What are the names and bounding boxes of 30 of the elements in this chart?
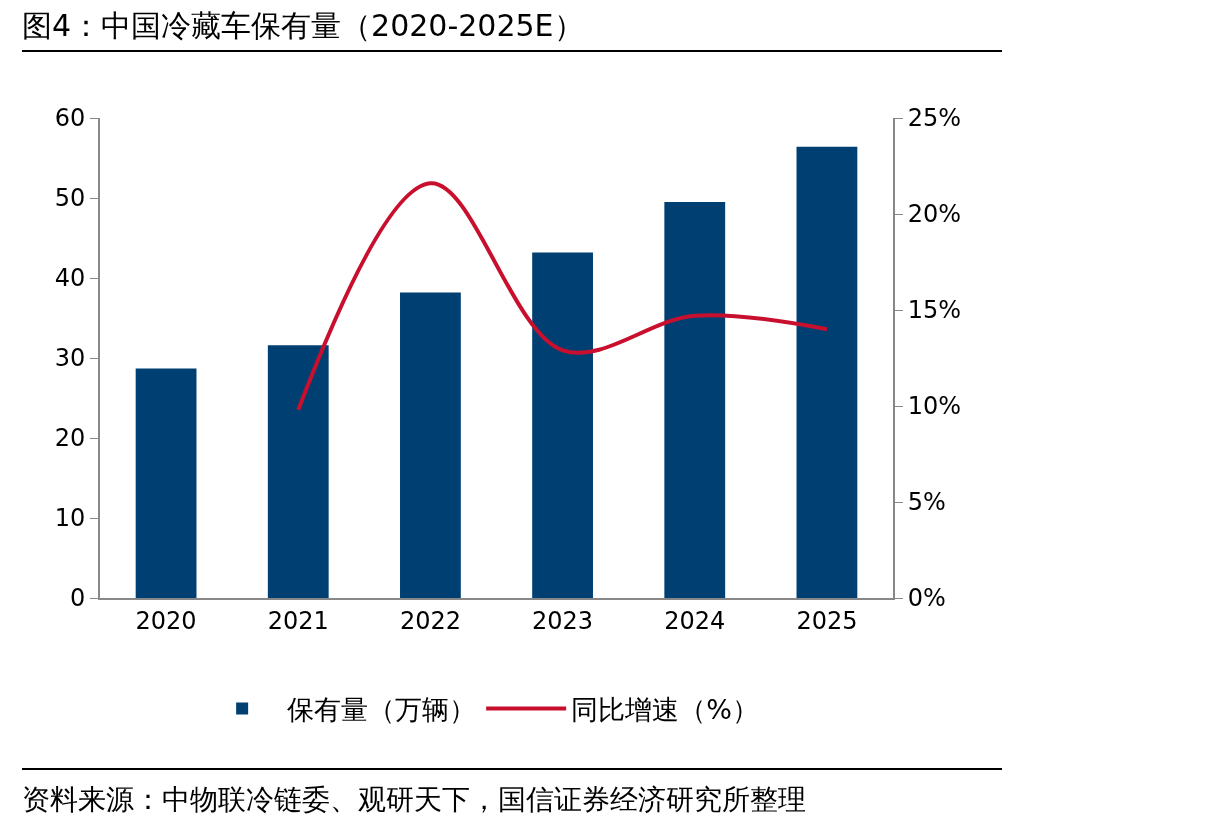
y2-tick-label: 5% [907, 488, 946, 517]
y2-tick-label: 20% [907, 200, 962, 229]
y-tick-label: 0 [69, 584, 86, 613]
x-tick-label: 2021 [267, 606, 329, 635]
y2-tick-label: 15% [907, 296, 962, 325]
bar [267, 345, 329, 598]
y2-tick-label: 25% [907, 104, 962, 133]
x-tick-label: 2024 [664, 606, 726, 635]
line-series [296, 181, 829, 412]
y-tick-label: 50 [54, 184, 86, 213]
x-tick-label: 2023 [532, 606, 594, 635]
legend-label: 同比增速（%） [571, 693, 759, 725]
x-tick-label: 2025 [796, 606, 858, 635]
bar [796, 146, 858, 598]
y-tick-label: 40 [54, 264, 86, 293]
bar [400, 292, 461, 598]
y-tick-label: 20 [54, 424, 86, 453]
y-tick-label: 30 [54, 344, 86, 373]
y2-tick-label: 0% [907, 584, 946, 613]
x-tick-label: 2022 [399, 606, 461, 635]
chart-title: 图4：中国冷藏车保有量（2020-2025E） [22, 4, 1002, 52]
y-tick-label: 10 [54, 504, 86, 533]
text: 资料来源：中物联冷链委、观研天下，国信证券经济研究所整理 [22, 768, 1002, 830]
y2-tick-label: 10% [907, 392, 962, 421]
x-tick-label: 2020 [135, 606, 197, 635]
legend-label: 保有量（万辆） [287, 693, 477, 725]
y-tick-label: 60 [54, 104, 86, 133]
bar [135, 368, 197, 598]
bar [664, 202, 726, 598]
bar [532, 252, 593, 598]
